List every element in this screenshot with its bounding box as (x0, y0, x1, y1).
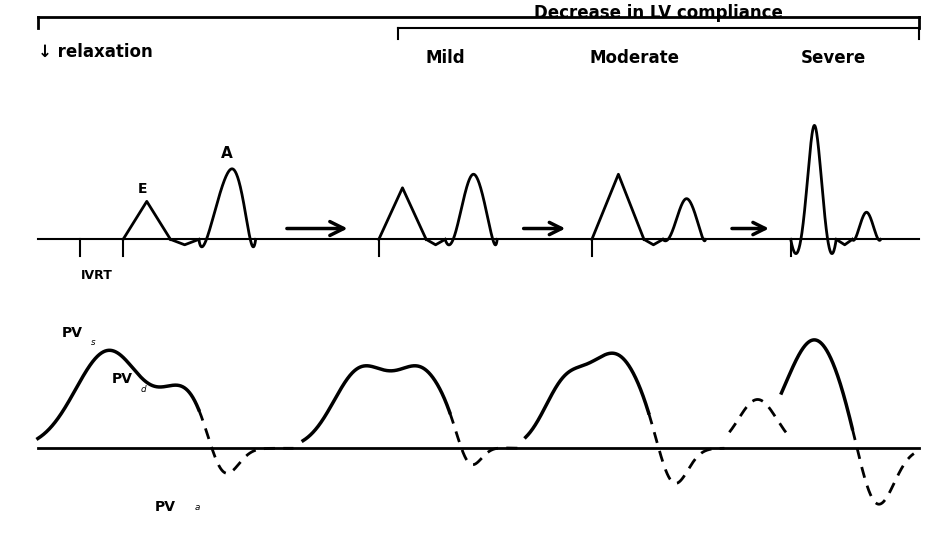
Text: A: A (222, 146, 233, 161)
Text: PV: PV (155, 500, 176, 514)
Text: $_d$: $_d$ (140, 381, 148, 394)
Text: PV: PV (62, 326, 82, 340)
Text: $_a$: $_a$ (194, 500, 201, 513)
Text: Mild: Mild (425, 49, 465, 67)
Text: $_s$: $_s$ (90, 335, 97, 348)
Text: IVRT: IVRT (80, 269, 113, 282)
Text: Severe: Severe (801, 49, 866, 67)
Text: Moderate: Moderate (589, 49, 680, 67)
Text: Decrease in LV compliance: Decrease in LV compliance (534, 4, 782, 22)
Text: E: E (137, 182, 147, 196)
Text: PV: PV (112, 372, 133, 386)
Text: ↓ relaxation: ↓ relaxation (38, 43, 152, 61)
